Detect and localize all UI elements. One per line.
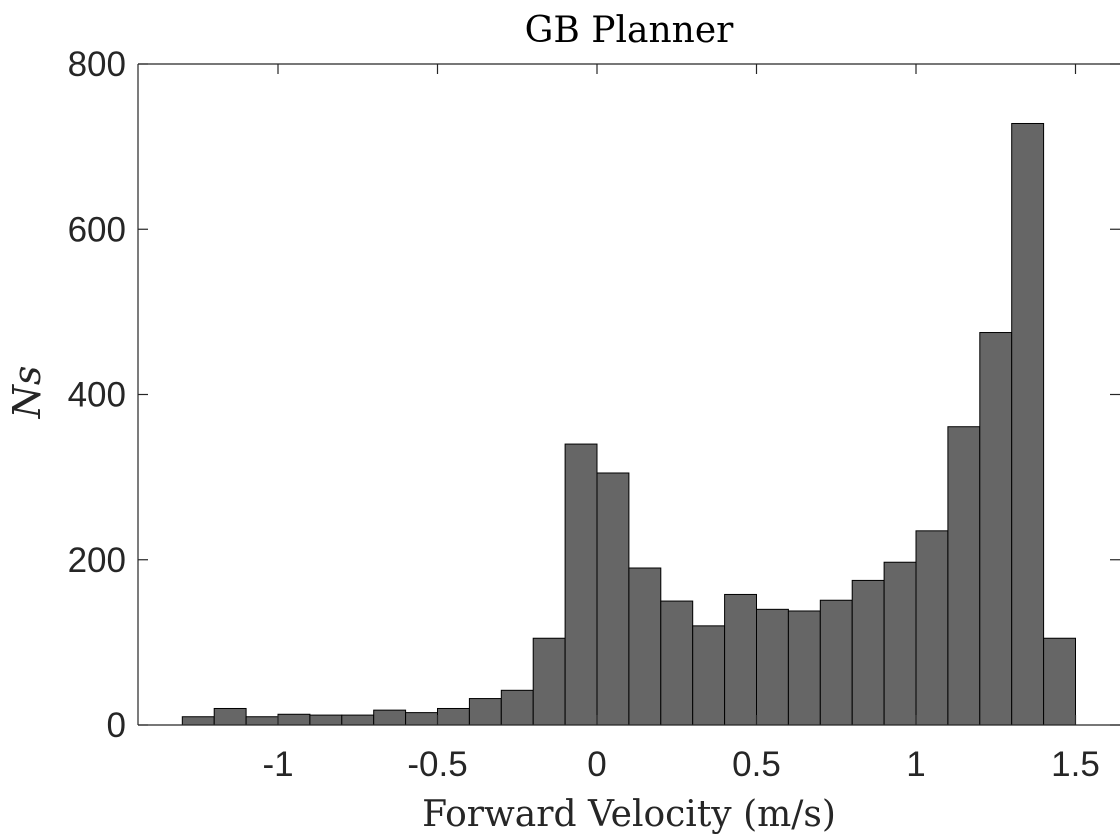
histogram-bar (915, 530, 949, 726)
labels-group: GB Planner Forward Velocity (m/s) Ns (5, 10, 836, 835)
histogram-bar (596, 472, 630, 726)
y-tick-label: 200 (68, 541, 126, 580)
histogram-bar (341, 714, 375, 726)
histogram-bar (628, 567, 662, 726)
axes-group: -1 -0.5 0 0.5 1 1.5 0 200 400 600 800 (68, 45, 1120, 784)
histogram-bar (756, 608, 789, 726)
histogram-bar (947, 426, 981, 726)
x-tick-label: -0.5 (407, 745, 467, 784)
histogram-bar (692, 625, 726, 726)
y-axis-label: Ns (5, 366, 49, 420)
histogram-bar (405, 712, 439, 726)
x-tick-label: 0.5 (732, 745, 781, 784)
histogram-bar (437, 707, 470, 726)
histogram-bar (819, 599, 853, 726)
y-tick-label: 800 (68, 45, 126, 84)
histogram-bar (245, 716, 279, 726)
histogram-bar (309, 714, 343, 726)
histogram-bar (1011, 122, 1045, 726)
x-tick-label: 1.5 (1051, 745, 1100, 784)
histogram-bar (277, 713, 311, 726)
histogram-bar (468, 698, 502, 726)
histogram-bar (373, 709, 407, 726)
histogram-bar (564, 443, 598, 726)
x-tick-label: 1 (906, 745, 925, 784)
histogram-bar (851, 579, 885, 726)
y-tick-label: 600 (68, 210, 126, 249)
histogram-bar (532, 637, 566, 726)
histogram-bar (787, 610, 821, 726)
y-tick-label: 400 (68, 376, 126, 415)
histogram-bar (213, 707, 247, 726)
histogram-bar (883, 561, 917, 726)
x-axis-label: Forward Velocity (m/s) (422, 794, 836, 835)
histogram-bar (979, 332, 1013, 726)
y-tick-label: 0 (107, 706, 126, 745)
histogram-bar (724, 593, 757, 726)
chart-title: GB Planner (525, 10, 735, 51)
histogram-bar (181, 716, 215, 726)
histogram-bar (1043, 637, 1076, 726)
histogram-bar (500, 689, 534, 726)
x-tick-label: -1 (262, 745, 293, 784)
bars-group (181, 122, 1076, 726)
x-tick-label: 0 (587, 745, 606, 784)
histogram-bar (660, 600, 694, 726)
